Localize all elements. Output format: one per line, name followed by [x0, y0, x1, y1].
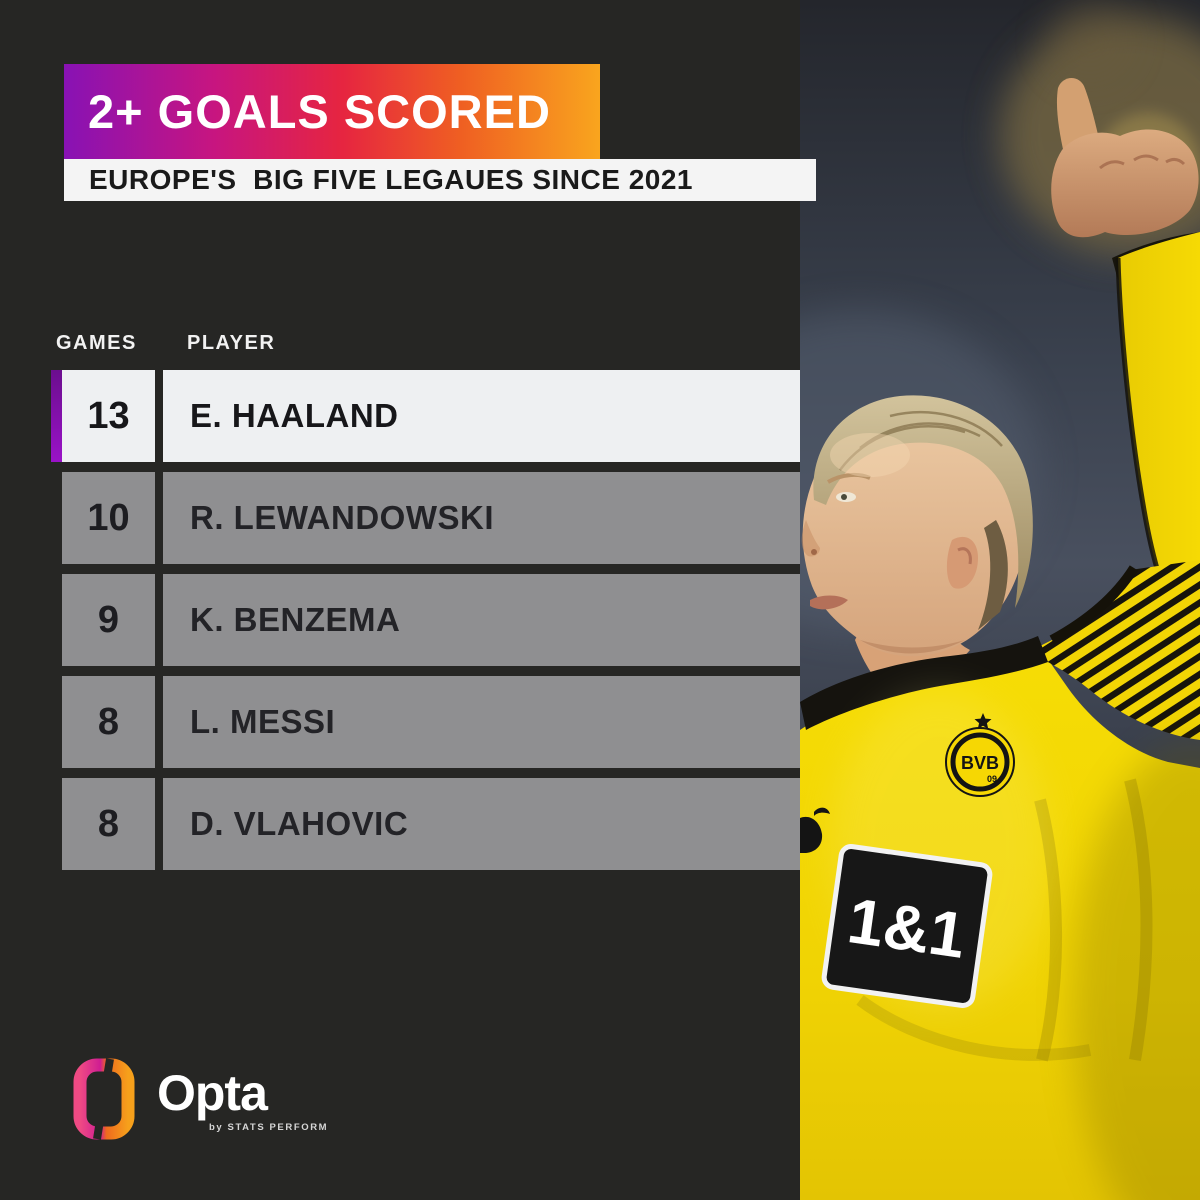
bvb-badge-year: 09 [987, 774, 997, 784]
games-value: 8 [97, 802, 120, 845]
page-title: 2+ GOALS SCORED [88, 85, 551, 138]
haaland-illustration: BVB 09 1&1 [680, 0, 1200, 1200]
opta-wordmark: Opta [157, 1065, 268, 1121]
opta-branding: Opta by STATS PERFORM [73, 1056, 328, 1142]
jersey-fold-3 [856, 995, 1092, 1061]
games-cell: 8 [62, 676, 155, 768]
player-cell: K. BENZEMA [163, 574, 800, 666]
bvb-badge-inner-ring [950, 732, 1010, 792]
player-name: L. MESSI [190, 703, 336, 740]
games-cell: 9 [62, 574, 155, 666]
table-row-messi: 8 L. MESSI [0, 676, 800, 768]
bvb-badge-text: BVB [961, 753, 999, 773]
opta-logo-icon [73, 1058, 135, 1140]
player-name: K. BENZEMA [190, 601, 401, 638]
eyebrow [827, 472, 871, 484]
table-row-haaland: 13 E. HAALAND [0, 370, 800, 462]
hair [813, 395, 1033, 608]
games-cell: 10 [62, 472, 155, 564]
face [802, 406, 1027, 657]
hair-back-shade [978, 520, 1008, 630]
player-name: E. HAALAND [190, 397, 399, 434]
ear [946, 536, 978, 589]
games-cell: 13 [62, 370, 155, 462]
puma-logo-icon [800, 807, 830, 853]
jersey-right-shade [1072, 740, 1200, 1200]
page-subtitle: EUROPE'S BIG FIVE LEGAUES SINCE 2021 [89, 164, 693, 195]
nostril [811, 549, 817, 555]
games-value: 10 [87, 496, 130, 539]
games-value: 8 [97, 700, 120, 743]
ear-inner [957, 547, 972, 565]
table-row-lewandowski: 10 R. LEWANDOWSKI [0, 472, 800, 564]
column-header-player: PLAYER [187, 332, 276, 354]
title-banner: 2+ GOALS SCORED [64, 64, 600, 159]
player-cell: E. HAALAND [163, 370, 800, 462]
hair-strands [839, 411, 1003, 471]
sponsor-patch: 1&1 [821, 844, 993, 1008]
lips [810, 595, 848, 610]
opta-wordmark-block: Opta by STATS PERFORM [157, 1056, 328, 1133]
fist [1051, 129, 1199, 238]
arm-sleeve [1118, 232, 1200, 645]
player-cell: L. MESSI [163, 676, 800, 768]
column-header-games: GAMES [56, 332, 137, 354]
player-cell: R. LEWANDOWSKI [163, 472, 800, 564]
bokeh-light-2 [1050, 0, 1130, 80]
subtitle-strip: EUROPE'S BIG FIVE LEGAUES SINCE 2021 [64, 159, 816, 201]
knuckle-creases [1099, 154, 1186, 170]
player-photo: BVB 09 1&1 [680, 0, 1200, 1200]
games-value: 13 [87, 394, 130, 437]
player-name: D. VLAHOVIC [190, 805, 409, 842]
stats-perform-tagline: by STATS PERFORM [209, 1122, 329, 1133]
sponsor-patch-bg [821, 844, 993, 1008]
forehead-highlight [830, 433, 910, 477]
iris [841, 494, 847, 500]
collar [800, 636, 1048, 730]
highlight-accent-bar [51, 370, 62, 462]
jaw-shadow [860, 640, 965, 654]
player-name: R. LEWANDOWSKI [190, 499, 494, 536]
table-row-vlahovic: 8 D. VLAHOVIC [0, 778, 800, 870]
games-value: 9 [97, 598, 120, 641]
player-cell: D. VLAHOVIC [163, 778, 800, 870]
shoulder-stripes [1028, 560, 1200, 740]
table-row-benzema: 9 K. BENZEMA [0, 574, 800, 666]
bvb-badge: BVB 09 [945, 713, 1015, 797]
shoulder-seam [1049, 565, 1139, 645]
nose-shadow [801, 520, 820, 557]
games-cell: 8 [62, 778, 155, 870]
sponsor-patch-text: 1&1 [844, 884, 970, 972]
badge-star-icon [974, 713, 992, 729]
